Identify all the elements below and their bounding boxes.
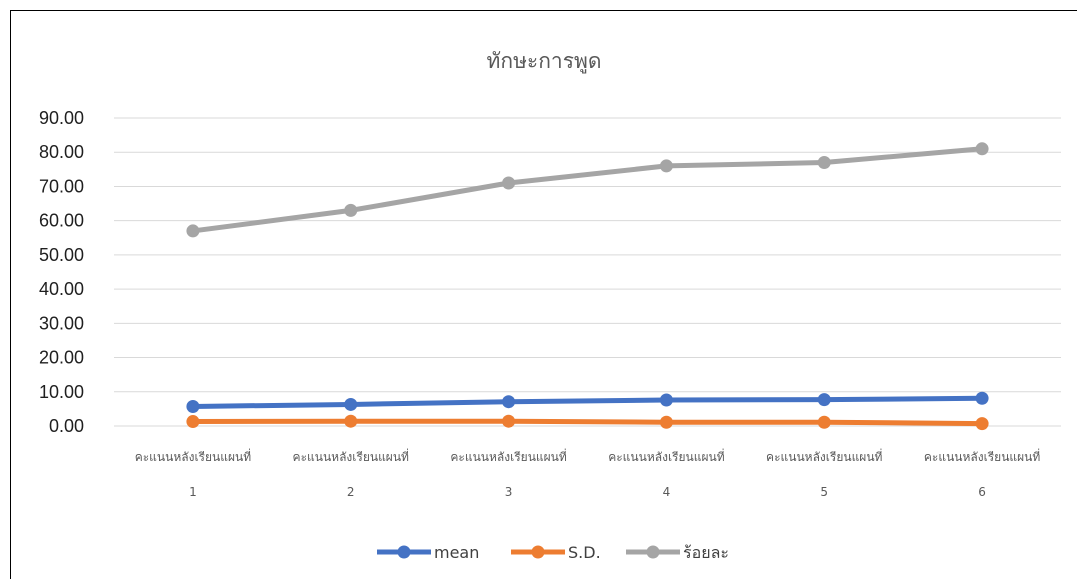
data-point xyxy=(817,393,831,407)
data-point xyxy=(817,415,831,429)
data-point xyxy=(975,391,989,405)
legend-marker xyxy=(397,545,411,559)
data-point xyxy=(344,203,358,217)
data-point xyxy=(975,142,989,156)
x-tick-number: 3 xyxy=(505,485,513,499)
x-tick-label: คะแนนหลังเรียนแผนที่ xyxy=(293,448,409,464)
data-point xyxy=(659,159,673,173)
series-line xyxy=(190,418,985,427)
data-point xyxy=(659,415,673,429)
chart-title: ทักษะการพูด xyxy=(487,49,602,74)
chart-container: ทักษะการพูด 0.00 10.00 20.00 30.00 40.00 50.0… xyxy=(10,10,1077,579)
y-tick-label: 30.00 xyxy=(39,313,84,333)
legend-label: ร้อยละ xyxy=(683,543,729,562)
legend-marker xyxy=(531,545,545,559)
series-0 xyxy=(186,391,989,413)
legend-item: S.D. xyxy=(511,543,601,562)
legend-item: mean xyxy=(377,543,479,562)
x-tick-label: คะแนนหลังเรียนแผนที่ xyxy=(135,448,251,464)
legend-item: ร้อยละ xyxy=(626,543,729,562)
data-point xyxy=(344,397,358,411)
y-tick-label: 70.00 xyxy=(39,176,84,196)
series-line xyxy=(190,395,985,409)
data-point xyxy=(659,393,673,407)
line-chart: ทักษะการพูด 0.0010.0020.0030.0040.0050.0… xyxy=(39,49,1061,562)
series-lines xyxy=(186,142,989,431)
series-1 xyxy=(186,414,989,431)
data-point xyxy=(502,414,516,428)
y-tick-label: 50.00 xyxy=(39,245,84,265)
y-tick-label: 20.00 xyxy=(39,348,84,368)
y-tick-label: 0.00 xyxy=(49,416,84,436)
x-tick-label: คะแนนหลังเรียนแผนที่ xyxy=(608,448,724,464)
legend-label: mean xyxy=(434,543,479,562)
x-tick-number: 2 xyxy=(347,485,355,499)
data-point xyxy=(186,399,200,413)
y-tick-label: 90.00 xyxy=(39,108,84,128)
data-point xyxy=(975,417,989,431)
y-tick-label: 60.00 xyxy=(39,211,84,231)
data-point xyxy=(186,224,200,238)
y-tick-label: 80.00 xyxy=(39,142,84,162)
legend: mean S.D. ร้อยละ xyxy=(377,543,729,562)
y-tick-label: 10.00 xyxy=(39,382,84,402)
x-tick-number: 1 xyxy=(189,485,197,499)
data-point xyxy=(186,415,200,429)
data-point xyxy=(817,155,831,169)
x-tick-label: คะแนนหลังเรียนแผนที่ xyxy=(450,448,566,464)
x-tick-number: 5 xyxy=(820,485,828,499)
series-line xyxy=(190,146,985,234)
data-point xyxy=(502,176,516,190)
x-tick-label: คะแนนหลังเรียนแผนที่ xyxy=(924,448,1040,464)
series-2 xyxy=(186,142,989,238)
data-point xyxy=(502,395,516,409)
data-point xyxy=(344,414,358,428)
y-tick-label: 40.00 xyxy=(39,279,84,299)
gridlines xyxy=(114,117,1061,427)
x-tick-label: คะแนนหลังเรียนแผนที่ xyxy=(766,448,882,464)
legend-marker xyxy=(646,545,660,559)
x-axis-ticks: คะแนนหลังเรียนแผนที่ 1 คะแนนหลังเรียนแผนที… xyxy=(135,448,1041,499)
legend-label: S.D. xyxy=(568,543,601,562)
y-axis-ticks: 0.00 10.00 20.00 30.00 40.00 50.00 60.00 70.00 8… xyxy=(39,108,84,436)
x-tick-number: 4 xyxy=(663,485,671,499)
x-tick-number: 6 xyxy=(978,485,986,499)
